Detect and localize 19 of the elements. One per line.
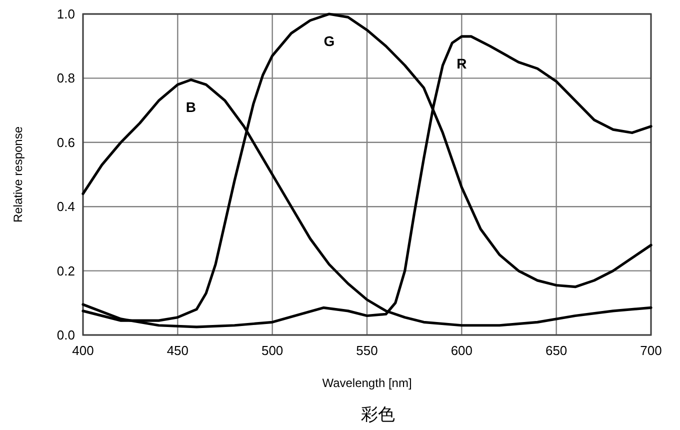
x-tick-label: 700 <box>640 343 662 358</box>
x-tick-label: 400 <box>72 343 94 358</box>
y-tick-label: 0.2 <box>56 263 75 278</box>
x-tick-label: 500 <box>261 343 284 358</box>
x-tick-label: 650 <box>545 343 568 358</box>
y-tick-label: 0.4 <box>56 199 75 214</box>
series-label: G <box>324 33 335 49</box>
y-tick-label: 0.8 <box>56 70 75 86</box>
x-tick-label: 450 <box>166 343 189 358</box>
x-axis-title: Wavelength [nm] <box>322 376 412 390</box>
y-tick-label: 0.0 <box>56 328 75 342</box>
y-tick-label: 0.6 <box>56 134 75 150</box>
text: 彩色 <box>361 405 395 424</box>
y-tick-label: 1.0 <box>56 6 75 22</box>
series-label: B <box>186 98 196 115</box>
y-axis-title: Relative response <box>11 126 25 223</box>
series-label: R <box>456 55 467 72</box>
x-tick-label: 550 <box>356 343 378 358</box>
x-tick-label: 600 <box>450 343 473 358</box>
